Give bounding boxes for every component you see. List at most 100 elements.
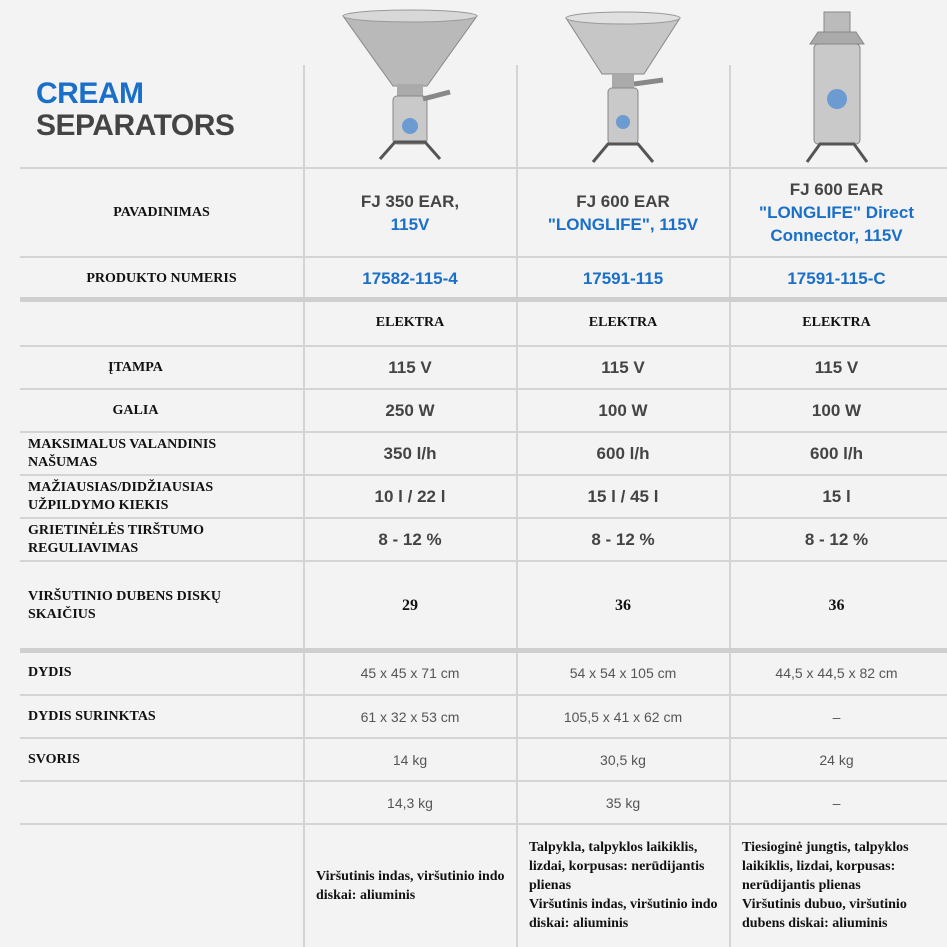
- row-value: 100 W: [517, 389, 729, 432]
- row-value-text: 8 - 12 %: [378, 529, 442, 549]
- page-title: CREAM SEPARATORS: [36, 77, 235, 142]
- row-value-text: 36: [828, 597, 845, 614]
- row-value-text: 15 l: [822, 486, 851, 506]
- product-model: FJ 350 EAR,: [360, 191, 460, 211]
- row-value-text: 600 l/h: [810, 443, 863, 463]
- product-variant: "LONGLIFE" Direct Connector, 115V: [759, 203, 914, 245]
- row-label: GALIA: [112, 402, 159, 418]
- row-divider: [20, 560, 947, 562]
- row-value-text: Tiesioginė jungtis, talpyklos laikiklis,…: [742, 840, 909, 931]
- row-value-text: 350 l/h: [383, 443, 437, 463]
- row-value: 61 x 32 x 53 cm: [304, 695, 516, 738]
- row-value: 600 l/h: [517, 432, 729, 475]
- row-value: 350 l/h: [304, 432, 516, 475]
- row-value: 35 kg: [517, 781, 729, 824]
- row-label: PAVADINIMAS: [113, 204, 210, 220]
- product-name: FJ 600 EAR "LONGLIFE", 115V: [517, 168, 729, 257]
- row-divider: [20, 517, 947, 519]
- row-value-text: 24 kg: [819, 751, 854, 768]
- product-name: FJ 600 EAR "LONGLIFE" Direct Connector, 1…: [730, 168, 943, 257]
- row-divider: [20, 297, 947, 302]
- product-variant: 115V: [390, 214, 430, 234]
- row-value-text: 8 - 12 %: [804, 529, 869, 549]
- product-name: FJ 350 EAR, 115V: [304, 168, 516, 257]
- row-value: 30,5 kg: [517, 738, 729, 781]
- row-value: 8 - 12 %: [730, 518, 943, 561]
- row-value: Viršutinis indas, viršutinio indo diskai…: [304, 824, 516, 947]
- row-label-cell: [20, 824, 303, 947]
- row-value: 14,3 kg: [304, 781, 516, 824]
- row-value: 36: [517, 561, 729, 651]
- row-value: ELEKTRA: [304, 300, 516, 346]
- row-label-cell: MAKSIMALUS VALANDINIS NAŠUMAS: [20, 432, 303, 475]
- row-value: –: [730, 781, 943, 824]
- row-value-text: 45 x 45 x 71 cm: [360, 665, 460, 681]
- row-value-text: 29: [402, 597, 418, 614]
- row-value: 100 W: [730, 389, 943, 432]
- product-variant: "LONGLIFE", 115V: [547, 214, 699, 234]
- row-label-cell: ĮTAMPA: [20, 346, 303, 389]
- row-divider: [20, 388, 947, 390]
- row-value: 14 kg: [304, 738, 516, 781]
- row-value-text: ELEKTRA: [802, 315, 871, 330]
- row-value-text: 600 l/h: [596, 443, 650, 463]
- row-value-text: 115 V: [814, 357, 859, 377]
- row-label: MAKSIMALUS VALANDINIS NAŠUMAS: [28, 436, 217, 470]
- row-value: 10 l / 22 l: [304, 475, 516, 518]
- row-divider: [20, 256, 947, 258]
- row-value-text: 100 W: [598, 400, 648, 420]
- row-value: –: [730, 695, 943, 738]
- row-label: PRODUKTO NUMERIS: [86, 270, 237, 286]
- row-value: 8 - 12 %: [304, 518, 516, 561]
- column-divider: [729, 65, 731, 947]
- row-divider: [20, 167, 947, 169]
- label-number: PRODUKTO NUMERIS: [20, 257, 303, 300]
- product-image: [517, 4, 729, 164]
- row-value-text: 115 V: [601, 357, 645, 377]
- row-label-cell: VIRŠUTINIO DUBENS DISKŲ SKAIČIUS: [20, 561, 303, 651]
- row-value: 250 W: [304, 389, 516, 432]
- row-value: 44,5 x 44,5 x 82 cm: [730, 651, 943, 695]
- row-label: SVORIS: [28, 751, 80, 767]
- row-value: 115 V: [304, 346, 516, 389]
- row-value: Talpykla, talpyklos laikiklis, lizdai, k…: [517, 824, 729, 947]
- row-value: 29: [304, 561, 516, 651]
- row-value-text: Viršutinis indas, viršutinio indo diskai…: [316, 868, 505, 903]
- row-value-text: 35 kg: [605, 794, 641, 811]
- row-value-text: 30,5 kg: [600, 751, 646, 768]
- row-value-text: 115 V: [388, 357, 432, 377]
- row-value: 24 kg: [730, 738, 943, 781]
- row-label-cell: DYDIS: [20, 651, 303, 695]
- row-value: 115 V: [730, 346, 943, 389]
- row-label: MAŽIAUSIAS/DIDŽIAUSIAS UŽPILDYMO KIEKIS: [28, 479, 214, 513]
- row-divider: [20, 737, 947, 739]
- column-divider: [303, 65, 305, 947]
- row-label-cell: [20, 781, 303, 824]
- row-label-cell: DYDIS SURINKTAS: [20, 695, 303, 738]
- row-value-text: 14,3 kg: [387, 794, 433, 811]
- product-number-text: 17582-115-4: [362, 268, 458, 288]
- row-divider: [20, 823, 947, 825]
- row-label: GRIETINĖLĖS TIRŠTUMO REGULIAVIMAS: [28, 522, 204, 556]
- column-divider: [516, 65, 518, 947]
- row-divider: [20, 694, 947, 696]
- row-value-text: 250 W: [385, 400, 435, 420]
- row-value-text: 105,5 x 41 x 62 cm: [563, 708, 683, 725]
- row-label: VIRŠUTINIO DUBENS DISKŲ SKAIČIUS: [28, 589, 221, 622]
- row-value-text: 8 - 12 %: [591, 529, 655, 549]
- row-label-cell: MAŽIAUSIAS/DIDŽIAUSIAS UŽPILDYMO KIEKIS: [20, 475, 303, 518]
- row-value: 15 l: [730, 475, 943, 518]
- product-image: [304, 4, 516, 164]
- row-value: ELEKTRA: [517, 300, 729, 346]
- row-divider: [20, 345, 947, 347]
- row-value: ELEKTRA: [730, 300, 943, 346]
- row-value: 115 V: [517, 346, 729, 389]
- row-label-cell: GRIETINĖLĖS TIRŠTUMO REGULIAVIMAS: [20, 518, 303, 561]
- row-divider: [20, 431, 947, 433]
- row-value: 105,5 x 41 x 62 cm: [517, 695, 729, 738]
- row-value-text: –: [832, 794, 841, 811]
- product-image: [730, 4, 943, 164]
- row-value-text: ELEKTRA: [375, 315, 445, 330]
- product-model: FJ 600 EAR: [789, 180, 884, 199]
- row-value: Tiesioginė jungtis, talpyklos laikiklis,…: [730, 824, 943, 947]
